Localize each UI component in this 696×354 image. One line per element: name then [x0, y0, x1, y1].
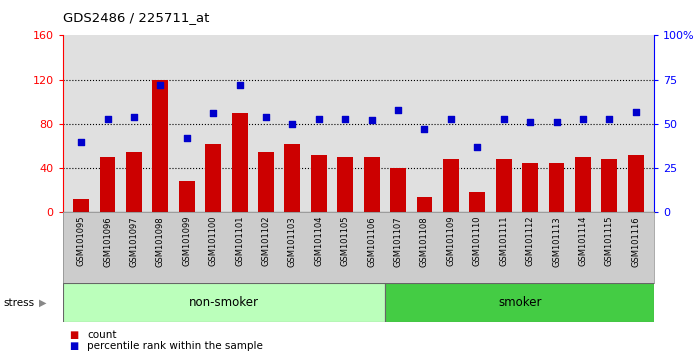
- Text: ■: ■: [70, 341, 79, 351]
- Bar: [469, 193, 485, 212]
- Point: [366, 118, 377, 123]
- Bar: [179, 181, 195, 212]
- Bar: [205, 144, 221, 212]
- Point: [525, 119, 536, 125]
- Bar: [152, 80, 168, 212]
- Text: GSM101113: GSM101113: [552, 216, 561, 267]
- Point: [234, 82, 245, 88]
- Bar: [522, 162, 538, 212]
- Bar: [73, 199, 89, 212]
- Text: GSM101109: GSM101109: [446, 216, 455, 267]
- Point: [603, 116, 615, 121]
- Point: [445, 116, 457, 121]
- Point: [260, 114, 271, 120]
- Point: [630, 109, 641, 114]
- Text: ■: ■: [70, 330, 79, 339]
- Bar: [338, 157, 353, 212]
- Point: [181, 135, 192, 141]
- Text: GSM101099: GSM101099: [182, 216, 191, 267]
- Point: [498, 116, 509, 121]
- Text: GSM101111: GSM101111: [499, 216, 508, 267]
- Bar: [364, 157, 379, 212]
- Text: GDS2486 / 225711_at: GDS2486 / 225711_at: [63, 11, 209, 24]
- Text: GSM101110: GSM101110: [473, 216, 482, 267]
- Text: GSM101100: GSM101100: [209, 216, 218, 267]
- Bar: [601, 159, 617, 212]
- Text: GSM101104: GSM101104: [315, 216, 324, 267]
- Point: [76, 139, 87, 144]
- Bar: [575, 157, 591, 212]
- Point: [340, 116, 351, 121]
- Text: non-smoker: non-smoker: [189, 296, 259, 309]
- Bar: [126, 152, 142, 212]
- Point: [419, 126, 430, 132]
- Text: GSM101107: GSM101107: [393, 216, 402, 267]
- Text: smoker: smoker: [498, 296, 541, 309]
- Point: [393, 107, 404, 113]
- Bar: [386, 283, 654, 322]
- Text: GSM101115: GSM101115: [605, 216, 614, 267]
- Bar: [548, 162, 564, 212]
- Text: GSM101114: GSM101114: [578, 216, 587, 267]
- Bar: [232, 113, 248, 212]
- Bar: [443, 159, 459, 212]
- Point: [287, 121, 298, 127]
- Text: GSM101105: GSM101105: [341, 216, 349, 267]
- Point: [313, 116, 324, 121]
- Text: GSM101095: GSM101095: [77, 216, 86, 267]
- Text: GSM101106: GSM101106: [367, 216, 376, 267]
- Text: percentile rank within the sample: percentile rank within the sample: [87, 341, 263, 351]
- Text: GSM101116: GSM101116: [631, 216, 640, 267]
- Point: [102, 116, 113, 121]
- Text: GSM101108: GSM101108: [420, 216, 429, 267]
- Text: GSM101097: GSM101097: [129, 216, 139, 267]
- Point: [551, 119, 562, 125]
- Bar: [628, 155, 644, 212]
- Text: count: count: [87, 330, 116, 339]
- Point: [155, 82, 166, 88]
- Point: [578, 116, 589, 121]
- Bar: [258, 152, 274, 212]
- Text: GSM101102: GSM101102: [262, 216, 271, 267]
- Text: GSM101101: GSM101101: [235, 216, 244, 267]
- Text: stress: stress: [3, 298, 35, 308]
- Bar: [390, 168, 406, 212]
- Bar: [496, 159, 512, 212]
- Text: GSM101112: GSM101112: [525, 216, 535, 267]
- Point: [128, 114, 139, 120]
- Bar: [63, 283, 386, 322]
- Point: [207, 110, 219, 116]
- Text: GSM101096: GSM101096: [103, 216, 112, 267]
- Text: ▶: ▶: [40, 298, 47, 308]
- Bar: [100, 157, 116, 212]
- Bar: [416, 197, 432, 212]
- Text: GSM101103: GSM101103: [288, 216, 297, 267]
- Bar: [285, 144, 301, 212]
- Point: [472, 144, 483, 150]
- Text: GSM101098: GSM101098: [156, 216, 165, 267]
- Bar: [311, 155, 326, 212]
